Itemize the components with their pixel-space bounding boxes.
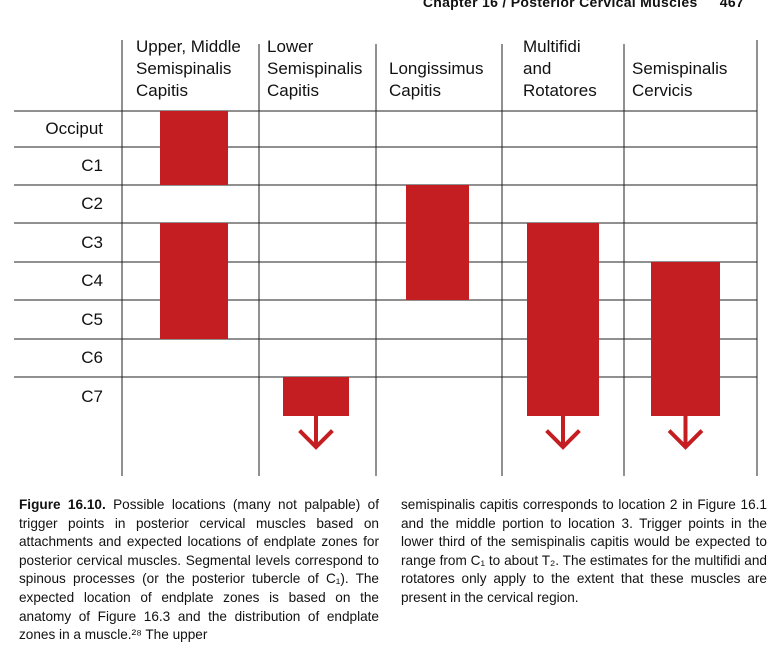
caption-text-left: Possible locations (many not palpable) o… <box>19 497 379 643</box>
zone-bar <box>160 111 228 185</box>
caption-left-column: Figure 16.10. Possible locations (many n… <box>19 496 379 645</box>
column-header-multifidi-rotatores-line: Rotatores <box>523 81 597 100</box>
level-label: Occiput <box>45 119 103 138</box>
chapter-title: Chapter 16 / Posterior Cervical Muscles <box>422 0 698 10</box>
figure-label: Figure 16.10. <box>19 497 106 512</box>
continuation-arrow-head <box>667 429 704 450</box>
zone-bar <box>651 262 720 416</box>
column-header-lower-semispinalis-capitis-line: Lower <box>267 37 314 56</box>
column-header-multifidi-rotatores-line: Multifidi <box>523 37 581 56</box>
level-label: C3 <box>81 232 103 252</box>
column-header-upper-middle-semispinalis-capitis-line: Semispinalis <box>136 59 232 78</box>
zone-bar <box>527 223 599 416</box>
column-header-semispinalis-cervicis-line: Semispinalis <box>632 59 728 78</box>
grid-lines <box>14 40 758 476</box>
column-header-semispinalis-cervicis-line: Cervicis <box>632 81 693 100</box>
column-header-upper-middle-semispinalis-capitis-line: Upper, Middle <box>136 37 241 56</box>
column-header-multifidi-rotatores-line: and <box>523 59 552 78</box>
endplate-zone-figure <box>14 40 758 476</box>
zone-bar <box>406 185 469 300</box>
caption-text-right: semispinalis capitis corresponds to loca… <box>401 497 767 605</box>
running-head: Chapter 16 / Posterior Cervical Muscles … <box>423 0 744 10</box>
column-header-lower-semispinalis-capitis-line: Capitis <box>267 81 319 100</box>
column-header-longissimus-capitis-line: Longissimus <box>389 59 484 78</box>
zone-bar <box>283 377 349 416</box>
level-label: C2 <box>81 194 103 213</box>
column-header-upper-middle-semispinalis-capitis-line: Capitis <box>136 81 188 100</box>
zone-bar <box>160 223 228 339</box>
column-header-longissimus-capitis-line: Capitis <box>389 81 441 100</box>
caption-right-column: semispinalis capitis corresponds to loca… <box>401 496 767 608</box>
level-label: C7 <box>81 386 103 406</box>
level-label: C1 <box>81 156 103 175</box>
continuation-arrow-head <box>545 429 581 450</box>
continuation-arrow-head <box>298 429 334 450</box>
level-label: C5 <box>81 309 103 329</box>
page-number: 467 <box>719 0 744 10</box>
column-header-lower-semispinalis-capitis-line: Semispinalis <box>267 59 363 78</box>
level-label: C6 <box>81 348 103 367</box>
level-label: C4 <box>81 271 103 290</box>
zone-bars <box>160 111 720 416</box>
zone-arrows <box>298 416 704 450</box>
